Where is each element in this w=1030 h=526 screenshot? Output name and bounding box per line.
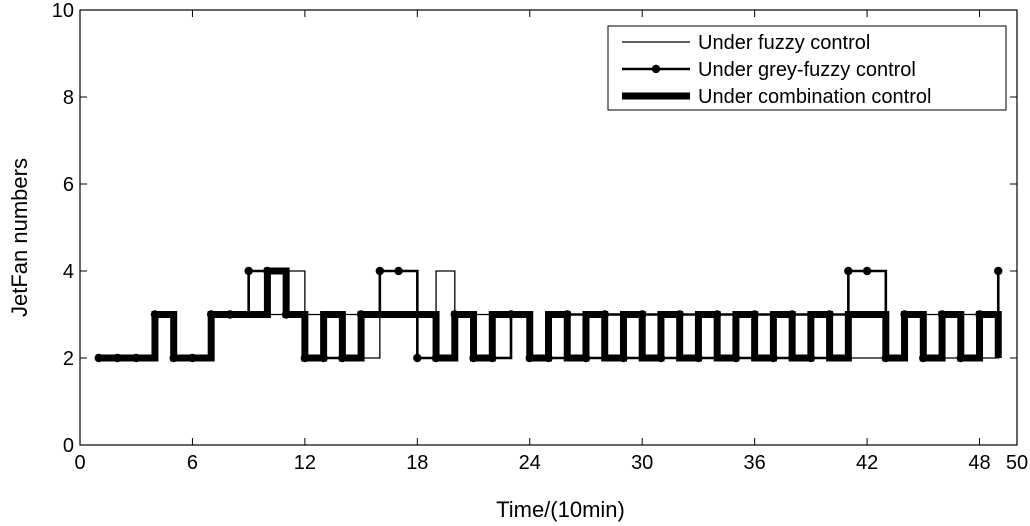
y-tick-label: 8 (63, 87, 74, 109)
legend: Under fuzzy control Under grey-fuzzy cont… (607, 25, 1007, 111)
y-tick-label: 6 (63, 174, 74, 196)
data-point (994, 266, 1003, 276)
data-point (300, 353, 310, 363)
legend-label: Under combination control (698, 86, 931, 108)
x-tick-label: 0 (74, 452, 85, 474)
series-0 (98, 270, 999, 359)
x-tick-label: 24 (519, 452, 541, 474)
y-axis-title: JetFan numbers (7, 158, 32, 317)
x-tick-label: 42 (856, 452, 878, 474)
data-point (244, 266, 253, 276)
y-tick-label: 0 (63, 435, 74, 457)
data-point (712, 310, 722, 319)
y-tick-label: 2 (63, 348, 74, 370)
data-point (375, 266, 385, 276)
data-point (263, 266, 272, 276)
data-point (413, 353, 422, 363)
x-axis-title: Time/(10min) (496, 497, 625, 522)
x-tick-label: 30 (631, 452, 653, 474)
plot-frame (79, 9, 1018, 446)
y-tick-label: 10 (52, 0, 74, 22)
data-point (394, 266, 403, 276)
x-tick-label: 18 (406, 452, 428, 474)
x-tick-label: 36 (744, 452, 766, 474)
series-layer (94, 266, 1003, 363)
x-tick-label: 12 (294, 452, 316, 474)
legend-label: Under grey-fuzzy control (698, 59, 916, 81)
data-point (469, 353, 478, 363)
data-point (431, 353, 441, 363)
legend-label: Under fuzzy control (698, 32, 870, 54)
data-point (919, 353, 928, 363)
x-tick-label: 50 (1006, 452, 1028, 474)
data-point (844, 266, 853, 276)
data-point (862, 266, 872, 276)
series-line (98, 270, 999, 359)
y-tick-label: 4 (63, 261, 74, 283)
x-tick-label: 6 (187, 452, 198, 474)
x-tick-label: 48 (968, 452, 990, 474)
legend-marker (651, 64, 661, 74)
